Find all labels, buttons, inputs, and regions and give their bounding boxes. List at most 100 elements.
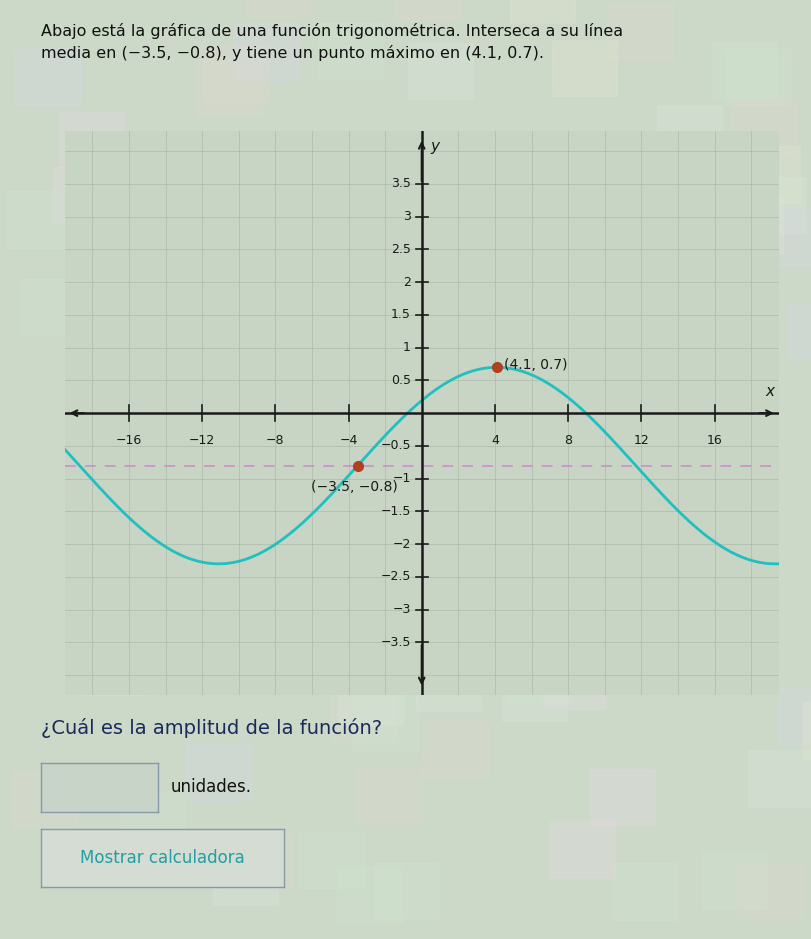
Bar — [338, 172, 403, 228]
Bar — [6, 192, 71, 248]
Bar — [590, 769, 655, 825]
Text: x: x — [765, 384, 774, 399]
Bar — [247, 0, 311, 16]
Bar — [510, 0, 575, 23]
Text: 3.5: 3.5 — [391, 177, 410, 191]
Bar — [243, 298, 308, 354]
Bar — [339, 559, 404, 615]
Text: −2: −2 — [393, 538, 410, 550]
Text: 1.5: 1.5 — [391, 308, 410, 321]
Bar — [110, 291, 175, 347]
Bar — [687, 318, 752, 375]
Text: −4: −4 — [339, 434, 358, 447]
Bar — [303, 570, 368, 626]
Text: 16: 16 — [706, 434, 723, 447]
Bar — [690, 482, 755, 538]
Bar — [387, 462, 452, 518]
Text: ¿Cuál es la amplitud de la función?: ¿Cuál es la amplitud de la función? — [41, 718, 382, 738]
Bar — [712, 42, 777, 99]
Bar — [788, 302, 811, 359]
Bar — [375, 863, 440, 919]
Bar — [611, 863, 676, 919]
Bar — [554, 278, 619, 334]
Bar — [84, 307, 148, 363]
Text: 12: 12 — [633, 434, 649, 447]
Bar — [378, 402, 443, 458]
Bar — [166, 142, 231, 198]
Bar — [227, 833, 292, 889]
Bar — [657, 451, 722, 507]
Bar — [338, 668, 403, 724]
Text: −8: −8 — [266, 434, 285, 447]
Text: 8: 8 — [564, 434, 572, 447]
Bar — [552, 40, 617, 97]
Bar — [803, 702, 811, 759]
Bar — [685, 432, 750, 488]
Bar — [15, 48, 80, 104]
Bar — [20, 279, 85, 335]
Bar — [735, 146, 800, 203]
Bar — [753, 209, 811, 266]
Bar — [502, 665, 567, 721]
Text: media en (−3.5, −0.8), y tiene un punto máximo en (4.1, 0.7).: media en (−3.5, −0.8), y tiene un punto … — [41, 45, 543, 61]
Bar — [120, 792, 185, 848]
Bar — [331, 685, 396, 741]
Bar — [513, 340, 578, 396]
Text: −3.5: −3.5 — [380, 636, 410, 649]
Bar — [338, 357, 403, 413]
Bar — [427, 585, 492, 641]
Text: 1: 1 — [403, 341, 410, 354]
Bar — [318, 23, 383, 80]
Bar — [551, 822, 616, 878]
Bar — [53, 166, 118, 223]
Text: 2: 2 — [403, 276, 410, 288]
Bar — [532, 416, 597, 472]
Bar — [323, 296, 388, 352]
Bar — [11, 771, 76, 827]
Bar — [187, 744, 251, 800]
Bar — [702, 853, 767, 909]
Bar — [203, 46, 268, 102]
Bar — [181, 638, 246, 694]
Bar — [748, 750, 811, 807]
Bar — [213, 849, 278, 905]
Text: 0.5: 0.5 — [391, 374, 410, 387]
Bar — [719, 198, 783, 254]
Text: −16: −16 — [116, 434, 142, 447]
Bar — [59, 112, 124, 168]
Bar — [541, 653, 606, 709]
Text: Mostrar calculadora: Mostrar calculadora — [79, 849, 245, 868]
Bar — [82, 639, 147, 695]
Text: 4: 4 — [491, 434, 499, 447]
Bar — [527, 590, 592, 646]
Text: 3: 3 — [403, 210, 410, 223]
Bar — [741, 177, 806, 234]
Bar — [423, 721, 487, 777]
Text: 2.5: 2.5 — [391, 243, 410, 256]
Text: y: y — [430, 139, 439, 154]
Text: unidades.: unidades. — [170, 777, 251, 796]
Bar — [547, 288, 612, 345]
Bar — [299, 832, 364, 888]
Text: −2.5: −2.5 — [380, 570, 410, 583]
Bar — [311, 330, 375, 386]
Text: −3: −3 — [393, 603, 410, 616]
Bar — [197, 59, 262, 115]
Bar — [731, 100, 796, 156]
Text: (−3.5, −0.8): (−3.5, −0.8) — [311, 480, 397, 494]
Bar — [270, 410, 335, 467]
Bar — [226, 339, 291, 395]
Text: −12: −12 — [189, 434, 215, 447]
Bar — [409, 43, 474, 100]
Bar — [507, 645, 572, 701]
Bar — [219, 408, 284, 465]
Bar — [551, 440, 616, 497]
Bar — [657, 105, 722, 162]
Text: −0.5: −0.5 — [380, 439, 410, 453]
Text: −1.5: −1.5 — [380, 505, 410, 518]
Bar — [246, 630, 311, 686]
Bar — [778, 687, 811, 744]
Bar — [357, 767, 422, 824]
Bar — [416, 655, 481, 712]
Bar — [607, 4, 672, 60]
